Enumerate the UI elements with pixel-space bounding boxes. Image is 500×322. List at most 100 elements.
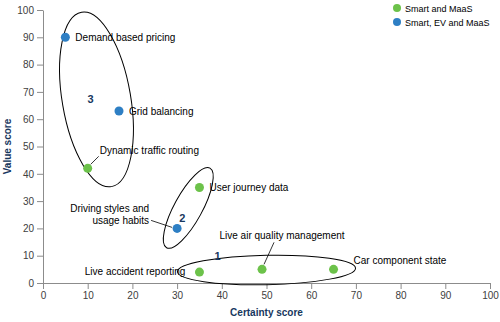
y-tick-mark — [37, 147, 43, 148]
point-label: Live air quality management — [219, 230, 344, 241]
y-tick-mark — [37, 174, 43, 175]
y-axis: 0 10 20 30 40 50 60 70 80 90 100 — [17, 5, 43, 289]
y-tick-label: 100 — [17, 5, 34, 16]
x-tick-mark — [445, 283, 446, 289]
point — [83, 164, 92, 173]
x-tick-label: 100 — [482, 290, 499, 301]
x-axis: 0 10 20 30 40 50 60 70 80 90 100 — [41, 283, 500, 301]
y-tick: 40 — [23, 169, 43, 180]
cluster-label: 2 — [179, 212, 185, 224]
y-tick-mark — [37, 119, 43, 120]
cluster-label: 1 — [214, 250, 220, 262]
y-tick-label: 40 — [23, 169, 35, 180]
y-tick-mark — [37, 65, 43, 66]
x-tick: 40 — [217, 283, 229, 301]
x-tick-mark — [132, 283, 133, 289]
x-tick: 100 — [482, 283, 499, 301]
leader-line — [264, 242, 274, 264]
chart: 0 10 20 30 40 50 60 70 80 90 100 0 10 20 30 40 50 60 70 80 9… — [0, 0, 500, 322]
point-label: Driving styles andusage habits — [70, 203, 149, 226]
legend-marker — [393, 4, 401, 12]
point — [195, 268, 204, 277]
y-tick-label: 90 — [23, 32, 35, 43]
x-tick-label: 80 — [396, 290, 408, 301]
y-tick-label: 80 — [23, 59, 35, 70]
y-tick: 50 — [23, 141, 43, 152]
legend-label: Smart and MaaS — [405, 4, 473, 14]
x-tick: 30 — [172, 283, 184, 301]
point-label: Grid balancing — [129, 106, 193, 117]
y-tick-mark — [37, 256, 43, 257]
legend-item: Smart, EV and MaaS — [393, 18, 490, 28]
y-tick: 10 — [23, 250, 43, 261]
x-tick-mark — [267, 283, 268, 289]
y-tick-label: 60 — [23, 114, 35, 125]
point — [195, 183, 204, 192]
point-label: Live accident reporting — [85, 266, 186, 277]
x-tick: 50 — [261, 283, 273, 301]
y-tick-mark — [37, 228, 43, 229]
legend-item: Smart and MaaS — [393, 4, 473, 14]
x-tick-mark — [43, 283, 44, 289]
x-tick-label: 60 — [306, 290, 318, 301]
x-axis-title: Certainty score — [230, 307, 303, 318]
point-label: Car component state — [354, 255, 447, 266]
x-tick-label: 0 — [41, 290, 47, 301]
cluster-ellipse — [154, 161, 222, 254]
x-tick: 70 — [351, 283, 363, 301]
y-tick: 60 — [23, 114, 43, 125]
x-tick: 10 — [83, 283, 95, 301]
y-tick-mark — [37, 201, 43, 202]
x-tick-label: 40 — [217, 290, 229, 301]
x-tick-mark — [177, 283, 178, 289]
x-tick-label: 10 — [83, 290, 95, 301]
legend: Smart and MaaS Smart, EV and MaaS — [393, 4, 490, 28]
x-tick-mark — [490, 283, 491, 289]
x-tick-mark — [401, 283, 402, 289]
point — [173, 224, 182, 233]
y-tick-mark — [37, 92, 43, 93]
point — [329, 265, 338, 274]
x-tick-label: 30 — [172, 290, 184, 301]
y-tick-mark — [37, 37, 43, 38]
legend-marker — [393, 18, 401, 26]
point-label: User journey data — [209, 182, 288, 193]
y-axis-title: Value score — [2, 118, 13, 174]
legend-label: Smart, EV and MaaS — [405, 18, 490, 28]
point — [114, 107, 123, 116]
y-tick-label: 30 — [23, 196, 35, 207]
x-tick-label: 70 — [351, 290, 363, 301]
point-label-line: Driving styles and — [70, 203, 149, 214]
leader-line — [151, 220, 172, 227]
x-tick: 60 — [306, 283, 318, 301]
y-tick: 0 — [28, 278, 43, 289]
y-tick: 80 — [23, 59, 43, 70]
y-tick: 20 — [23, 223, 43, 234]
plot: 0 10 20 30 40 50 60 70 80 90 100 0 10 20 30 40 50 60 70 80 9… — [17, 5, 499, 301]
x-tick-mark — [356, 283, 357, 289]
x-tick: 0 — [41, 283, 47, 301]
y-tick-label: 70 — [23, 87, 35, 98]
y-tick: 90 — [23, 32, 43, 43]
x-tick: 20 — [127, 283, 139, 301]
x-tick-label: 20 — [127, 290, 139, 301]
y-tick-label: 0 — [28, 278, 34, 289]
point — [258, 265, 267, 274]
y-tick: 70 — [23, 87, 43, 98]
leader-line — [91, 156, 99, 164]
x-tick-label: 90 — [440, 290, 452, 301]
point-label-line: usage habits — [92, 215, 149, 226]
y-tick-label: 10 — [23, 250, 35, 261]
point — [61, 33, 70, 42]
x-tick-mark — [88, 283, 89, 289]
x-tick: 80 — [396, 283, 408, 301]
y-tick-mark — [37, 10, 43, 11]
point-labels: Dynamic traffic routing User journey data… — [70, 32, 447, 277]
y-tick-mark — [37, 283, 43, 284]
cluster-label: 3 — [87, 93, 93, 105]
y-tick-label: 50 — [23, 141, 35, 152]
y-tick-label: 20 — [23, 223, 35, 234]
y-axis-line — [43, 11, 44, 284]
y-tick: 100 — [17, 5, 43, 16]
point-label: Dynamic traffic routing — [100, 145, 199, 156]
